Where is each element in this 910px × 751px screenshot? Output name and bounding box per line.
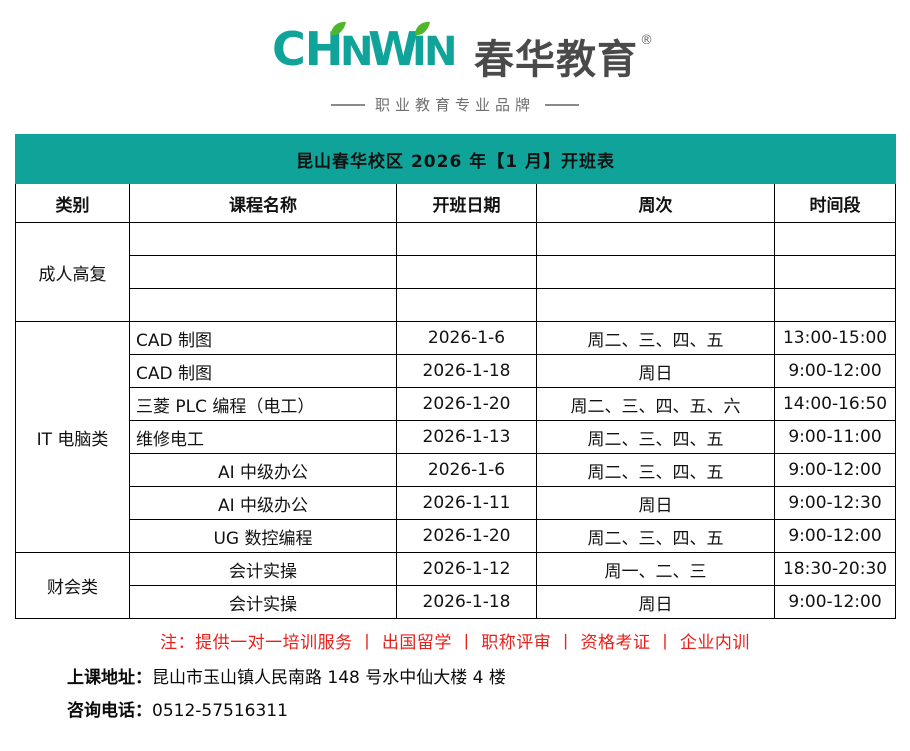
- svg-text:I: I: [328, 29, 343, 75]
- weekdays-cell: 周日: [536, 486, 775, 520]
- category-cell: IT 电脑类: [15, 321, 130, 553]
- start-date-cell: 2026-1-6: [396, 453, 537, 487]
- svg-text:W: W: [368, 22, 418, 75]
- start-date-cell: 2026-1-13: [396, 420, 537, 454]
- weekdays-cell: 周二、三、四、五: [536, 453, 775, 487]
- phone-line: 咨询电话：0512-57516311: [15, 696, 895, 721]
- time-range-cell: 9:00-11:00: [773, 420, 897, 454]
- svg-text:I: I: [412, 29, 427, 75]
- note-line: 注：提供一对一培训服务 丨 出国留学 丨 职称评审 丨 资格考证 丨 企业内训: [160, 633, 750, 653]
- course-name-cell: CAD 制图: [129, 321, 397, 355]
- schedule-table: 昆山春华校区 2026 年【1 月】开班表 类别 课程名称 开班日期 周次 时间段 成人高复…: [14, 134, 897, 619]
- address-label: 上课地址：: [67, 668, 152, 688]
- time-range-cell: 9:00-12:00: [773, 354, 897, 388]
- address-line: 上课地址：昆山市玉山镇人民南路 148 号水中仙大楼 4 楼: [15, 663, 895, 688]
- table-row: CAD 制图 2026-1-18 周日 9:00-12:00: [16, 354, 897, 388]
- time-range-cell: 18:30-20:30: [773, 552, 897, 586]
- table-row: 财会类 会计实操 2026-1-12 周一、二、三 18:30-20:30: [15, 552, 897, 619]
- time-range-cell: 13:00-15:00: [773, 321, 897, 355]
- course-name-cell: 会计实操: [129, 585, 397, 619]
- start-date-cell: 2026-1-12: [396, 552, 537, 586]
- registered-trademark-icon: ®: [640, 33, 654, 48]
- start-date-cell: [396, 255, 537, 289]
- logo-header: CH I N W I N 春华教育 ® 职业教育专业品牌: [0, 0, 910, 115]
- course-name-cell: UG 数控编程: [129, 519, 397, 553]
- address-value: 昆山市玉山镇人民南路 148 号水中仙大楼 4 楼: [152, 668, 506, 688]
- logo-chinese-name: 春华教育 ®: [474, 34, 653, 83]
- weekdays-cell: 周二、三、四、五、六: [536, 387, 775, 421]
- logo-row: CH I N W I N 春华教育 ®: [272, 21, 653, 83]
- weekdays-cell: 周一、二、三: [536, 552, 775, 586]
- svg-text:CH: CH: [272, 22, 342, 75]
- time-range-cell: [773, 255, 897, 289]
- column-header-3: 周次: [536, 183, 775, 223]
- time-range-cell: [773, 288, 897, 322]
- time-range-cell: 9:00-12:30: [773, 486, 897, 520]
- start-date-cell: 2026-1-6: [396, 321, 537, 355]
- column-header-2: 开班日期: [396, 183, 537, 223]
- course-name-cell: [129, 288, 397, 322]
- table-row: 成人高复: [15, 222, 897, 322]
- tagline-dash-right: [545, 103, 579, 106]
- course-name-cell: 会计实操: [129, 552, 397, 586]
- column-header-4: 时间段: [773, 183, 897, 223]
- table-row: 会计实操 2026-1-18 周日 9:00-12:00: [16, 585, 897, 619]
- course-name-cell: 三菱 PLC 编程（电工）: [129, 387, 397, 421]
- table-row: IT 电脑类 CAD 制图 2026-1-6 周二、三、四、五 13:00-15:00: [15, 321, 897, 553]
- start-date-cell: [396, 288, 537, 322]
- course-name-cell: AI 中级办公: [129, 486, 397, 520]
- table-row: 维修电工 2026-1-13 周二、三、四、五 9:00-11:00: [16, 420, 897, 454]
- start-date-cell: [396, 222, 537, 256]
- table-row: UG 数控编程 2026-1-20 周二、三、四、五 9:00-12:00: [16, 519, 897, 553]
- start-date-cell: 2026-1-18: [396, 354, 537, 388]
- logo-chinese-text: 春华教育: [474, 37, 638, 83]
- time-range-cell: 14:00-16:50: [773, 387, 897, 421]
- tagline-row: 职业教育专业品牌: [330, 94, 579, 115]
- start-date-cell: 2026-1-20: [396, 387, 537, 421]
- tagline-dash-left: [330, 103, 365, 106]
- column-header-1: 课程名称: [129, 183, 397, 223]
- start-date-cell: 2026-1-11: [396, 486, 537, 520]
- table-title: 昆山春华校区 2026 年【1 月】开班表: [14, 134, 897, 184]
- course-name-cell: [129, 255, 397, 289]
- svg-text:N: N: [340, 29, 373, 75]
- category-cell: 财会类: [15, 552, 130, 619]
- column-header-0: 类别: [15, 183, 130, 223]
- table-row: AI 中级办公 2026-1-11 周日 9:00-12:30: [16, 486, 897, 520]
- table-row: [16, 255, 897, 289]
- weekdays-cell: 周二、三、四、五: [536, 519, 775, 553]
- start-date-cell: 2026-1-20: [396, 519, 537, 553]
- time-range-cell: 9:00-12:00: [773, 453, 897, 487]
- time-range-cell: [773, 222, 897, 256]
- time-range-cell: 9:00-12:00: [773, 519, 897, 553]
- time-range-cell: 9:00-12:00: [773, 585, 897, 619]
- course-name-cell: 维修电工: [129, 420, 397, 454]
- start-date-cell: 2026-1-18: [396, 585, 537, 619]
- weekdays-cell: 周日: [536, 585, 775, 619]
- course-name-cell: [129, 222, 397, 256]
- course-name-cell: AI 中级办公: [129, 453, 397, 487]
- phone-label: 咨询电话：: [67, 701, 152, 721]
- weekdays-cell: [536, 288, 775, 322]
- course-name-cell: CAD 制图: [129, 354, 397, 388]
- table-row: 三菱 PLC 编程（电工） 2026-1-20 周二、三、四、五、六 14:00-16…: [16, 387, 897, 421]
- table-title-row: 昆山春华校区 2026 年【1 月】开班表: [14, 134, 897, 184]
- tagline-text: 职业教育专业品牌: [374, 96, 535, 114]
- table-header-row: 类别 课程名称 开班日期 周次 时间段: [15, 183, 897, 223]
- weekdays-cell: 周二、三、四、五: [536, 321, 775, 355]
- weekdays-cell: [536, 222, 775, 256]
- chinwin-wordmark-icon: CH I N W I N: [272, 21, 462, 80]
- table-row: [16, 288, 897, 322]
- weekdays-cell: [536, 255, 775, 289]
- category-cell: 成人高复: [15, 222, 130, 322]
- weekdays-cell: 周日: [536, 354, 775, 388]
- schedule-table-wrapper: 昆山春华校区 2026 年【1 月】开班表 类别 课程名称 开班日期 周次 时间段 成人高复…: [14, 134, 897, 619]
- weekdays-cell: 周二、三、四、五: [536, 420, 775, 454]
- table-row: AI 中级办公 2026-1-6 周二、三、四、五 9:00-12:00: [16, 453, 897, 487]
- phone-value: 0512-57516311: [152, 701, 288, 721]
- svg-text:N: N: [424, 29, 457, 75]
- footer: 注：提供一对一培训服务 丨 出国留学 丨 职称评审 丨 资格考证 丨 企业内训 …: [15, 619, 895, 721]
